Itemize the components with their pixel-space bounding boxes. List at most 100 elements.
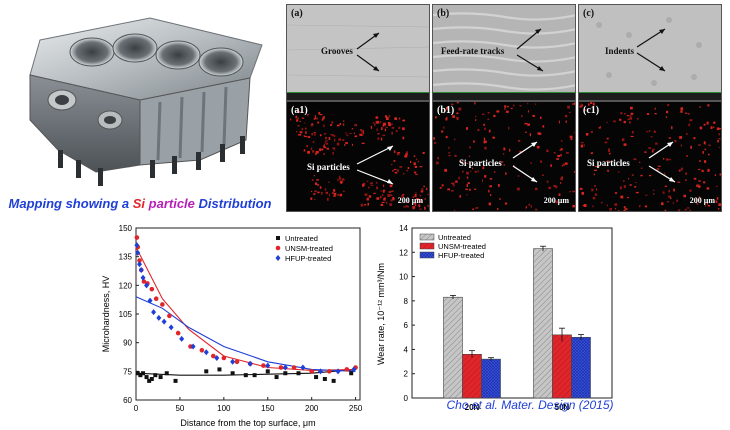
- hv-data-point: [141, 371, 146, 376]
- hv-x-tick-label: 150: [261, 404, 275, 413]
- hv-data-point: [168, 324, 174, 331]
- hv-x-tick-label: 50: [175, 404, 184, 413]
- hv-data-point: [158, 375, 163, 380]
- hv-data-point: [153, 373, 158, 378]
- hv-data-point: [138, 267, 144, 274]
- hv-data-point: [265, 369, 270, 374]
- wr-legend-label: UNSM-treated: [438, 242, 486, 251]
- wear-rate-chart: 0 2 4 6 8 10 12 14 20N 50N UntreatedUNSM-treated…: [376, 224, 613, 412]
- panel-label-a: (a): [291, 8, 303, 19]
- annotation-feed-rate-tracks: Feed-rate tracks: [441, 46, 505, 56]
- panel-label-b1: (b1): [437, 105, 455, 116]
- sem-panel-c: (c) Indents: [578, 4, 722, 101]
- hv-y-tick-label: 90: [123, 339, 132, 348]
- map-panel-b1: (b1) Si particles 200 μm: [432, 101, 576, 212]
- hv-data-point: [151, 309, 157, 316]
- hv-data-point: [173, 378, 178, 383]
- hv-data-point: [291, 365, 297, 370]
- wr-y-tick-label: 2: [404, 370, 409, 379]
- scale-bar-c1: 200 μm: [689, 196, 715, 205]
- hv-data-point: [230, 371, 235, 376]
- hv-data-point: [282, 364, 288, 371]
- wr-category-label: 50N: [555, 403, 570, 412]
- hv-legend-label: UNSM-treated: [285, 244, 333, 253]
- hv-data-point: [144, 282, 150, 289]
- hv-data-point: [211, 353, 216, 359]
- hv-data-point: [204, 369, 209, 374]
- wr-y-tick-label: 8: [404, 297, 409, 306]
- hv-legend-label: HFUP-treated: [285, 254, 331, 263]
- wr-legend-label: HFUP-treated: [438, 251, 484, 260]
- hv-data-point: [140, 274, 146, 281]
- sem-panel-b: (b) Feed-rate tracks: [432, 4, 576, 101]
- annotation-si-particles-b1: Si particles: [459, 158, 502, 168]
- sem-texture-b: [433, 5, 575, 100]
- hv-data-point: [149, 376, 154, 381]
- microhardness-chart: 60 75 90 105 120 135 150 0 50 100 150 200 250 Untre…: [101, 224, 363, 428]
- wr-bar: [552, 334, 572, 399]
- hv-data-point: [335, 368, 341, 375]
- wr-legend-swatch: [419, 251, 435, 259]
- citation-credit: Cho et al. Mater. Design (2015): [446, 398, 614, 412]
- hv-data-point: [147, 297, 153, 304]
- hv-legend-marker: [275, 245, 281, 251]
- hv-y-tick-label: 60: [123, 396, 132, 405]
- si-map-b1: [433, 102, 575, 211]
- wr-category-label: 20N: [465, 403, 480, 412]
- panel-label-a1: (a1): [291, 105, 308, 116]
- hv-data-point: [134, 242, 140, 249]
- caption-part-1: Mapping showing a: [8, 196, 133, 211]
- hv-x-tick-label: 200: [305, 404, 319, 413]
- hv-data-point: [190, 343, 196, 350]
- hv-data-point: [135, 249, 141, 256]
- hv-y-tick-label: 75: [123, 367, 132, 376]
- hv-data-point: [331, 378, 336, 383]
- hv-data-point: [199, 348, 205, 353]
- engine-block-image: [29, 17, 263, 186]
- hv-data-point: [221, 355, 227, 361]
- sem-info-bar: [433, 92, 575, 100]
- mapping-caption: Mapping showing a Si particle Distributi…: [0, 196, 280, 211]
- sem-texture-c: [579, 5, 721, 100]
- wr-y-tick-label: 6: [404, 321, 409, 330]
- hv-data-point: [137, 258, 142, 263]
- hv-data-point: [156, 314, 162, 321]
- sem-info-bar: [579, 92, 721, 100]
- si-map-c1: [579, 102, 721, 211]
- hv-data-point: [278, 365, 284, 370]
- hv-data-point: [322, 376, 327, 381]
- wr-bar: [443, 296, 463, 399]
- hv-legend-label: Untreated: [285, 234, 318, 243]
- annotation-si-particles-c1: Si particles: [587, 158, 630, 168]
- hv-data-point: [214, 354, 220, 361]
- hv-data-point: [247, 360, 253, 367]
- si-map-a1: [290, 111, 429, 210]
- hv-x-tick-label: 100: [217, 404, 231, 413]
- scale-bar-b1: 200 μm: [543, 196, 569, 205]
- sem-info-bar: [287, 92, 429, 100]
- hv-data-point: [230, 358, 236, 365]
- caption-part-si: Si: [132, 196, 146, 211]
- wr-y-tick-label: 4: [404, 345, 409, 354]
- hv-data-point: [175, 330, 181, 336]
- map-panel-c1: (c1) Si particles 200 μm: [578, 101, 722, 212]
- hv-data-point: [160, 302, 165, 307]
- scale-bar-a1: 200 μm: [397, 196, 423, 205]
- hv-data-point: [149, 286, 155, 292]
- hv-x-tick-label: 250: [349, 404, 363, 413]
- annotation-grooves: Grooves: [321, 46, 353, 56]
- arrows-c1: [648, 141, 676, 183]
- hv-data-point: [274, 375, 279, 380]
- hv-data-point: [314, 375, 319, 380]
- wr-legend-swatch: [419, 233, 435, 241]
- wr-legend-label: Untreated: [438, 233, 471, 242]
- hv-legend-marker: [275, 255, 281, 261]
- hv-x-axis-label: Distance from the top surface, μm: [180, 418, 315, 428]
- map-panel-a1: (a1) Si particles 200 μm: [286, 101, 430, 212]
- panel-label-b: (b): [437, 8, 450, 19]
- wr-bar: [571, 336, 591, 399]
- hv-data-point: [234, 359, 240, 365]
- hv-data-point: [326, 369, 332, 374]
- hv-data-point: [296, 371, 301, 376]
- hv-legend-marker: [276, 236, 280, 240]
